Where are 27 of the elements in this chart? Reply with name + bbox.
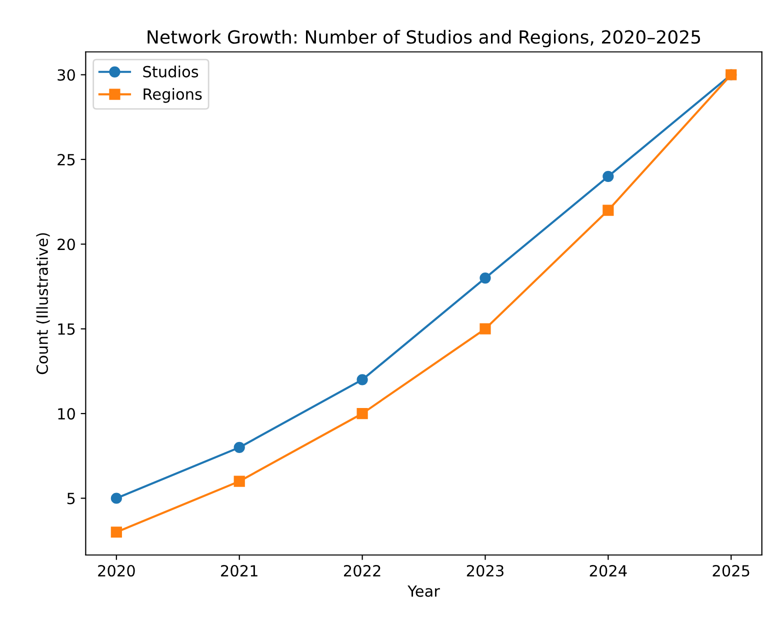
- x-tick-label: 2020: [98, 564, 135, 577]
- legend-label: Studios: [143, 66, 198, 78]
- x-tick-label: 2024: [590, 564, 627, 577]
- legend-label: Regions: [144, 88, 202, 103]
- point: [480, 323, 491, 334]
- x-tick-label: 2023: [466, 564, 504, 577]
- y-tick-label: 25: [58, 154, 75, 166]
- point: [602, 170, 614, 182]
- y-tick-label: 30: [58, 69, 75, 81]
- x-axis-title: Year: [408, 586, 440, 597]
- point: [110, 526, 122, 538]
- point: [356, 374, 368, 386]
- point: [234, 442, 245, 453]
- point: [602, 204, 614, 216]
- x-tick-label: 2022: [344, 564, 380, 577]
- y-tick-label: 20: [58, 238, 75, 250]
- point: [356, 408, 368, 420]
- x-tick-label: 2025: [712, 564, 750, 577]
- y-axis-title: Count (Illustrative): [36, 233, 50, 374]
- point: [110, 492, 122, 504]
- point: [480, 272, 491, 284]
- chart-title: Network Growth: Number of Studios and Regions, 2020–2025: [148, 30, 700, 48]
- x-tick-label: 2021: [221, 564, 258, 577]
- y-tick-label: 10: [58, 408, 75, 420]
- y-tick-label: 5: [67, 492, 75, 504]
- y-tick-label: 15: [58, 324, 75, 335]
- point: [234, 476, 245, 487]
